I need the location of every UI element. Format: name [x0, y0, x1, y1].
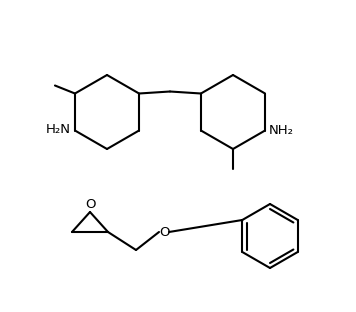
Text: O: O [85, 198, 95, 212]
Text: O: O [159, 226, 169, 238]
Text: H₂N: H₂N [46, 123, 71, 136]
Text: NH₂: NH₂ [269, 124, 294, 137]
